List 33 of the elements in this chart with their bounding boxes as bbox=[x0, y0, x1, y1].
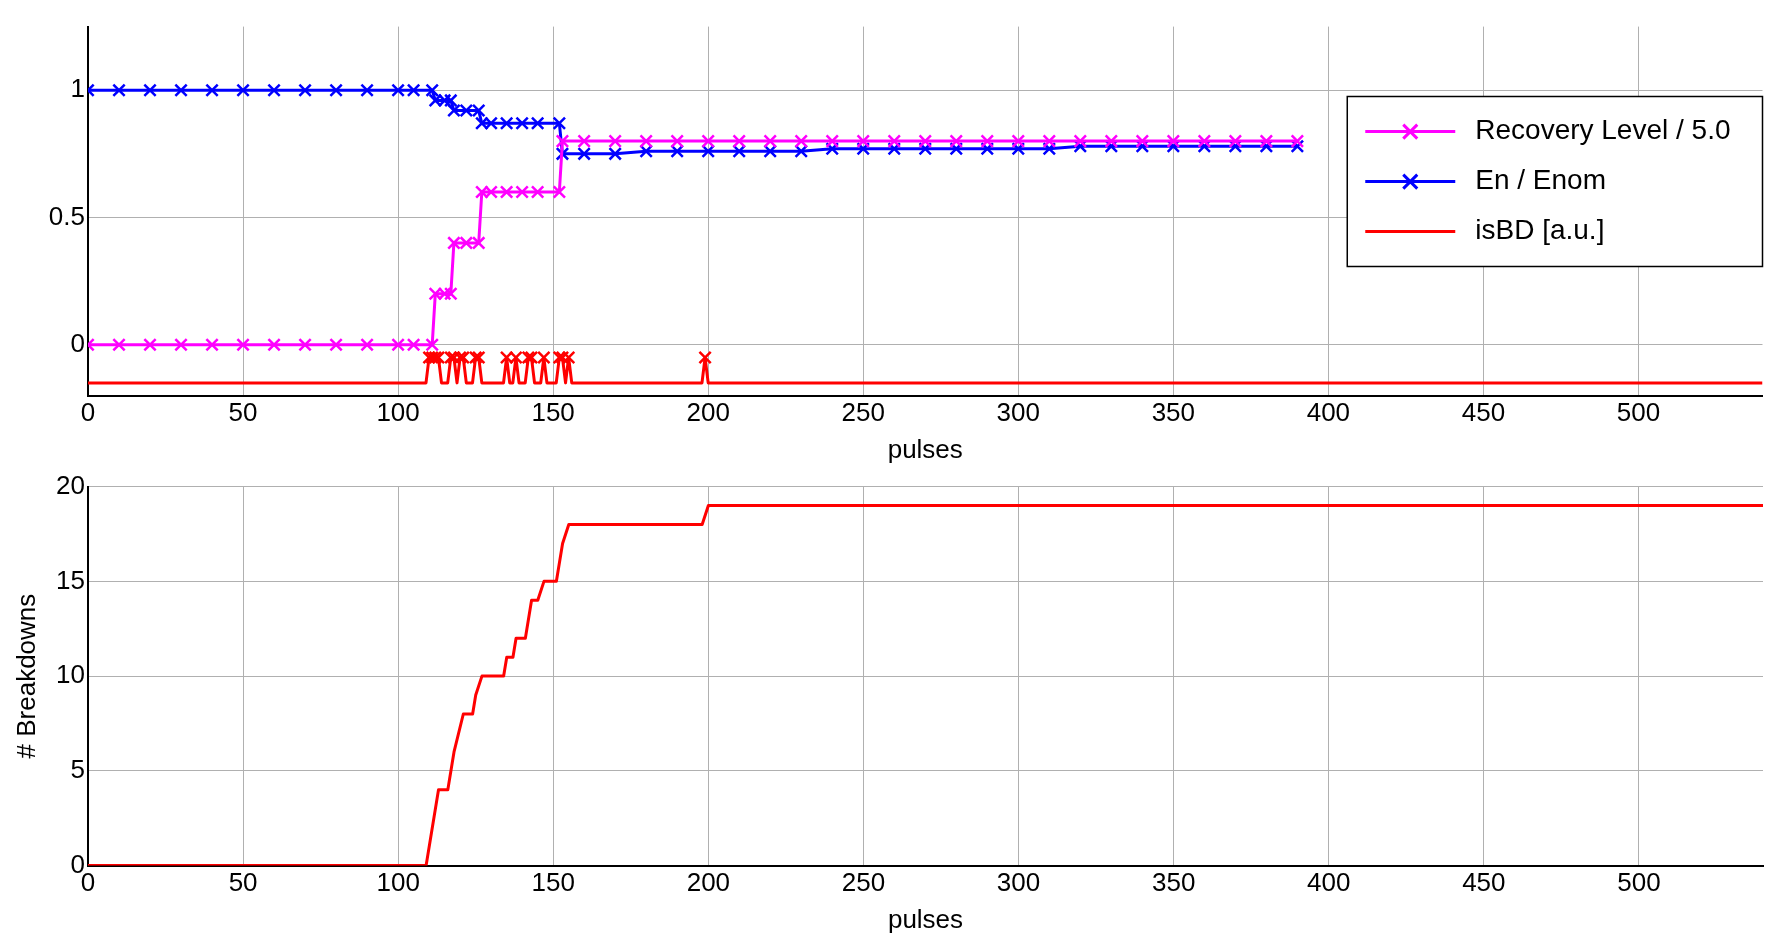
x-tick-label: 300 bbox=[996, 397, 1040, 428]
x-tick-label: 500 bbox=[1616, 397, 1661, 428]
legend-label: isBD [a.u.] bbox=[1475, 214, 1605, 246]
x-tick-label: 100 bbox=[376, 397, 420, 428]
x-tick-label: 450 bbox=[1462, 867, 1506, 898]
legend-label: En / Enom bbox=[1475, 164, 1606, 196]
y-tick-label: 1 bbox=[70, 73, 85, 104]
x-tick-label: 50 bbox=[228, 397, 258, 428]
x-tick-label: 300 bbox=[996, 867, 1041, 898]
y-tick-label: 5 bbox=[70, 754, 85, 785]
y-tick-label: 10 bbox=[56, 659, 85, 690]
x-axis-title: pulses bbox=[887, 903, 964, 934]
x-tick-label: 400 bbox=[1306, 397, 1351, 428]
y-tick-label: 0.5 bbox=[48, 200, 85, 231]
y-axis-title: # Breakdowns bbox=[10, 593, 41, 759]
x-tick-label: 100 bbox=[376, 867, 420, 898]
y-tick-label: 0 bbox=[70, 327, 85, 358]
x-tick-label: 350 bbox=[1151, 397, 1196, 428]
x-tick-label: 50 bbox=[228, 867, 258, 898]
x-tick-label: 250 bbox=[841, 867, 886, 898]
x-tick-label: 350 bbox=[1151, 867, 1196, 898]
x-tick-label: 150 bbox=[531, 397, 575, 428]
x-tick-label: 150 bbox=[531, 867, 575, 898]
x-axis-title: pulses bbox=[887, 433, 963, 464]
y-tick-label: 20 bbox=[56, 469, 85, 500]
x-tick-label: 200 bbox=[686, 867, 731, 898]
x-tick-label: 500 bbox=[1617, 867, 1661, 898]
y-tick-label: 15 bbox=[56, 564, 85, 595]
legend-label: Recovery Level / 5.0 bbox=[1475, 114, 1731, 146]
x-tick-label: 450 bbox=[1461, 397, 1506, 428]
x-tick-label: 250 bbox=[841, 397, 885, 428]
x-tick-label: 200 bbox=[686, 397, 730, 428]
x-tick-label: 400 bbox=[1307, 867, 1351, 898]
